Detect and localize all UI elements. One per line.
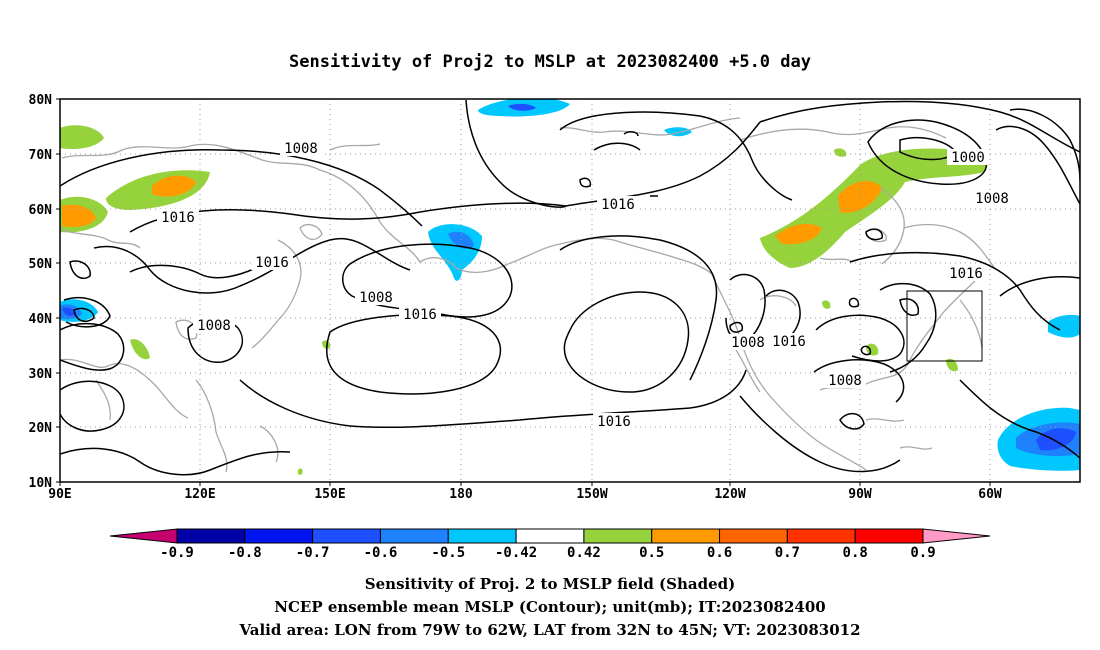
mslp-contours bbox=[60, 99, 1080, 476]
map-frame bbox=[59, 98, 1081, 483]
colorbar-swatch bbox=[379, 528, 449, 544]
axis-ticks bbox=[56, 98, 991, 486]
longitude-labels: 90E 120E 150E 180 150W 120W 90W 60W bbox=[48, 487, 1002, 502]
lon-label: 120E bbox=[184, 487, 215, 502]
contour-label: 1016 bbox=[949, 266, 983, 282]
colorbar-swatch bbox=[176, 528, 246, 544]
contour-label: 1016 bbox=[255, 255, 289, 271]
lon-label: 60W bbox=[978, 487, 1002, 502]
figure-title: Sensitivity of Proj2 to MSLP at 20230824… bbox=[289, 52, 811, 72]
colorbar-swatch bbox=[786, 528, 856, 544]
colorbar-tick-label: 0.7 bbox=[775, 545, 800, 561]
contour-label: 1000 bbox=[951, 150, 985, 166]
colorbar-tick-label: 0.5 bbox=[639, 545, 664, 561]
colorbar-swatch bbox=[583, 528, 653, 544]
colorbar-tick-label: 0.8 bbox=[843, 545, 868, 561]
colorbar-swatch bbox=[515, 528, 585, 544]
colorbar-tick-label: 0.9 bbox=[910, 545, 935, 561]
colorbar-tick-label: -0.7 bbox=[296, 545, 330, 561]
contour-label: 1008 bbox=[197, 318, 231, 334]
contour-label: 1008 bbox=[975, 191, 1009, 207]
colorbar-swatch bbox=[854, 528, 924, 544]
lon-label: 150E bbox=[314, 487, 345, 502]
coastlines bbox=[60, 117, 997, 473]
contour-labels: 1008 1016 1016 1008 1008 1016 1016 1016 … bbox=[161, 141, 1009, 430]
colorbar: -0.9 -0.8 -0.7 -0.6 -0.5 -0.42 0.42 0.5 0.6 0.7 0.… bbox=[109, 528, 991, 561]
contour-label: 1016 bbox=[161, 210, 195, 226]
colorbar-low-extension bbox=[109, 528, 178, 544]
lon-label: 90E bbox=[48, 487, 71, 502]
contour-label: 1008 bbox=[731, 335, 765, 351]
colorbar-tick-label: -0.9 bbox=[160, 545, 194, 561]
lat-label: 60N bbox=[29, 203, 53, 218]
lon-label: 180 bbox=[449, 487, 473, 502]
contour-label: 1016 bbox=[772, 334, 806, 350]
colorbar-swatch bbox=[447, 528, 517, 544]
colorbar-swatch bbox=[244, 528, 314, 544]
lat-label: 10N bbox=[29, 476, 53, 491]
colorbar-swatch bbox=[312, 528, 381, 544]
colorbar-high-extension bbox=[922, 528, 991, 544]
shade-blob-positive bbox=[60, 125, 987, 475]
valid-area-box bbox=[906, 290, 983, 362]
colorbar-tick-label: 0.6 bbox=[707, 545, 732, 561]
caption-line-3: Valid area: LON from 79W to 62W, LAT fro… bbox=[238, 621, 860, 639]
shaded-sensitivity bbox=[60, 99, 1080, 475]
lat-label: 30N bbox=[29, 367, 53, 382]
lat-label: 80N bbox=[29, 93, 53, 108]
lon-label: 150W bbox=[576, 487, 607, 502]
colorbar-tick-label: -0.8 bbox=[228, 545, 262, 561]
colorbar-tick-label: -0.42 bbox=[495, 545, 537, 561]
lon-label: 90W bbox=[848, 487, 872, 502]
colorbar-tick-label: -0.5 bbox=[431, 545, 465, 561]
latitude-labels: 80N 70N 60N 50N 40N 30N 20N 10N bbox=[29, 93, 53, 491]
colorbar-tick-label: 0.42 bbox=[567, 545, 601, 561]
lon-label: 120W bbox=[714, 487, 745, 502]
caption-line-1: Sensitivity of Proj. 2 to MSLP field (Sh… bbox=[365, 575, 735, 593]
contour-label: 1008 bbox=[828, 373, 862, 389]
contour-label: 1008 bbox=[359, 290, 393, 306]
colorbar-swatch bbox=[719, 528, 788, 544]
contour-label: 1008 bbox=[284, 141, 318, 157]
colorbar-tick-label: -0.6 bbox=[364, 545, 398, 561]
lat-label: 70N bbox=[29, 148, 53, 163]
lat-label: 40N bbox=[29, 312, 53, 327]
contour-label: 1016 bbox=[601, 197, 635, 213]
colorbar-swatch bbox=[651, 528, 721, 544]
lat-label: 50N bbox=[29, 257, 53, 272]
contour-label: 1016 bbox=[403, 307, 437, 323]
caption-line-2: NCEP ensemble mean MSLP (Contour); unit(… bbox=[274, 598, 825, 616]
contour-label: 1016 bbox=[597, 414, 631, 430]
shade-blob-negative bbox=[60, 99, 1080, 471]
lat-label: 20N bbox=[29, 421, 53, 436]
